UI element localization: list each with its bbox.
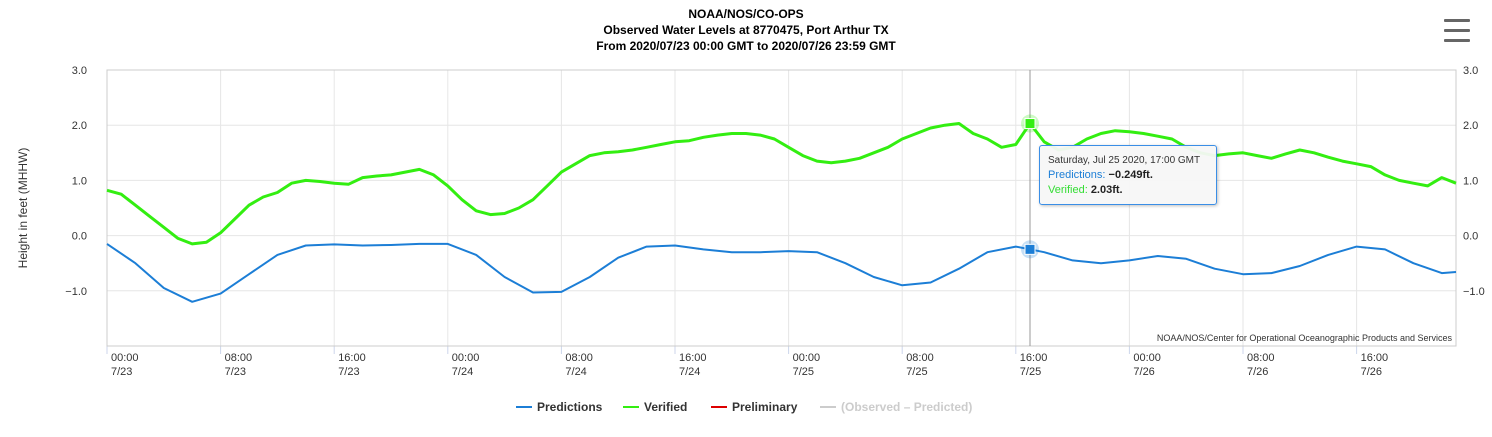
x-tick-date: 7/23: [338, 366, 359, 378]
tooltip-verified-value: 2.03ft.: [1090, 184, 1123, 196]
x-tick-date: 7/25: [1020, 366, 1041, 378]
legend-item-verified[interactable]: Verified: [623, 399, 687, 415]
x-tick-date: 7/26: [1247, 366, 1268, 378]
x-tick-time: 00:00: [793, 352, 821, 364]
hamburger-menu-icon[interactable]: [1440, 16, 1472, 46]
hover-markers: [1021, 114, 1039, 259]
legend-label-verified: Verified: [644, 400, 688, 414]
x-tick-date: 7/26: [1133, 366, 1154, 378]
menu-bar-top: [1444, 19, 1470, 22]
y-tick-label: 2.0: [72, 120, 87, 132]
x-tick-date: 7/24: [565, 366, 586, 378]
x-tick-time: 00:00: [452, 352, 480, 364]
chart-title-line1: NOAA/NOS/CO-OPS: [688, 7, 804, 21]
legend-label-preliminary: Preliminary: [732, 400, 798, 414]
x-axis-labels: 00:00 7/23 08:00 7/23 16:00 7/23 00:00 7/24 08:0…: [111, 352, 1388, 378]
y-axis-right-labels: 3.0 2.0 1.0 0.0 −1.0: [1463, 65, 1485, 298]
x-tick-date: 7/24: [452, 366, 473, 378]
menu-bar-middle: [1444, 29, 1470, 32]
legend: Predictions Verified Preliminary (Observ…: [0, 399, 1492, 417]
y-tick-label-right: −1.0: [1463, 286, 1485, 298]
tooltip-predictions-row: Predictions: −0.249ft.: [1048, 168, 1216, 183]
tooltip-predictions-label: Predictions:: [1048, 169, 1106, 181]
tooltip: Saturday, Jul 25 2020, 17:00 GMT Predict…: [1039, 145, 1217, 205]
x-tick-time: 00:00: [1133, 352, 1161, 364]
x-tick-time: 16:00: [338, 352, 366, 364]
y-axis-left-labels: 3.0 2.0 1.0 0.0 −1.0: [65, 65, 87, 298]
x-tick-date: 7/25: [793, 366, 814, 378]
tooltip-verified-row: Verified: 2.03ft.: [1048, 183, 1216, 198]
y-axis-title: Height in feet (MHHW): [16, 148, 30, 269]
series-layer: [106, 122, 1457, 303]
x-tick-time: 08:00: [565, 352, 593, 364]
tooltip-date: Saturday, Jul 25 2020, 17:00 GMT: [1048, 155, 1201, 166]
x-tick-time: 08:00: [906, 352, 934, 364]
x-tick-time: 16:00: [679, 352, 707, 364]
y-tick-label: 1.0: [72, 175, 87, 187]
x-tick-date: 7/23: [111, 366, 132, 378]
grid-lines: [106, 69, 1456, 354]
chart-title: NOAA/NOS/CO-OPS Observed Water Levels at…: [0, 6, 1492, 54]
y-tick-label-right: 1.0: [1463, 175, 1478, 187]
y-tick-label: −1.0: [65, 286, 87, 298]
y-tick-label-right: 2.0: [1463, 120, 1478, 132]
hover-marker-verified: [1024, 118, 1036, 130]
tooltip-verified-label: Verified:: [1048, 184, 1088, 196]
menu-bar-bottom: [1444, 39, 1470, 42]
legend-swatch-predictions: [516, 405, 532, 408]
legend-label-predictions: Predictions: [537, 400, 603, 414]
y-tick-label-right: 3.0: [1463, 65, 1478, 77]
x-tick-time: 08:00: [225, 352, 253, 364]
y-tick-label: 0.0: [72, 231, 87, 243]
credits-text[interactable]: NOAA/NOS/Center for Operational Oceanogr…: [1157, 333, 1453, 343]
hover-marker-predictions: [1024, 243, 1036, 255]
series-line-predictions: [106, 242, 1457, 303]
tooltip-predictions-value: −0.249ft.: [1108, 169, 1153, 181]
x-tick-time: 16:00: [1361, 352, 1389, 364]
x-tick-time: 16:00: [1020, 352, 1048, 364]
plot-area: [106, 69, 1457, 347]
x-tick-date: 7/26: [1361, 366, 1382, 378]
legend-swatch-verified: [623, 405, 639, 408]
chart-title-line3: From 2020/07/23 00:00 GMT to 2020/07/26 …: [596, 39, 896, 53]
legend-item-predictions[interactable]: Predictions: [516, 399, 602, 415]
y-tick-label: 3.0: [72, 65, 87, 77]
legend-swatch-preliminary: [711, 405, 727, 408]
legend-swatch-observed-minus-predicted: [820, 405, 836, 408]
series-line-verified: [106, 122, 1457, 246]
x-tick-date: 7/25: [906, 366, 927, 378]
y-tick-label-right: 0.0: [1463, 231, 1478, 243]
x-tick-time: 08:00: [1247, 352, 1275, 364]
x-tick-date: 7/24: [679, 366, 700, 378]
legend-item-preliminary[interactable]: Preliminary: [711, 399, 797, 415]
x-tick-time: 00:00: [111, 352, 139, 364]
legend-item-observed-minus-predicted[interactable]: (Observed – Predicted): [820, 399, 972, 415]
legend-label-observed-minus-predicted: (Observed – Predicted): [841, 400, 973, 414]
chart-title-line2: Observed Water Levels at 8770475, Port A…: [603, 23, 889, 37]
x-tick-date: 7/23: [225, 366, 246, 378]
